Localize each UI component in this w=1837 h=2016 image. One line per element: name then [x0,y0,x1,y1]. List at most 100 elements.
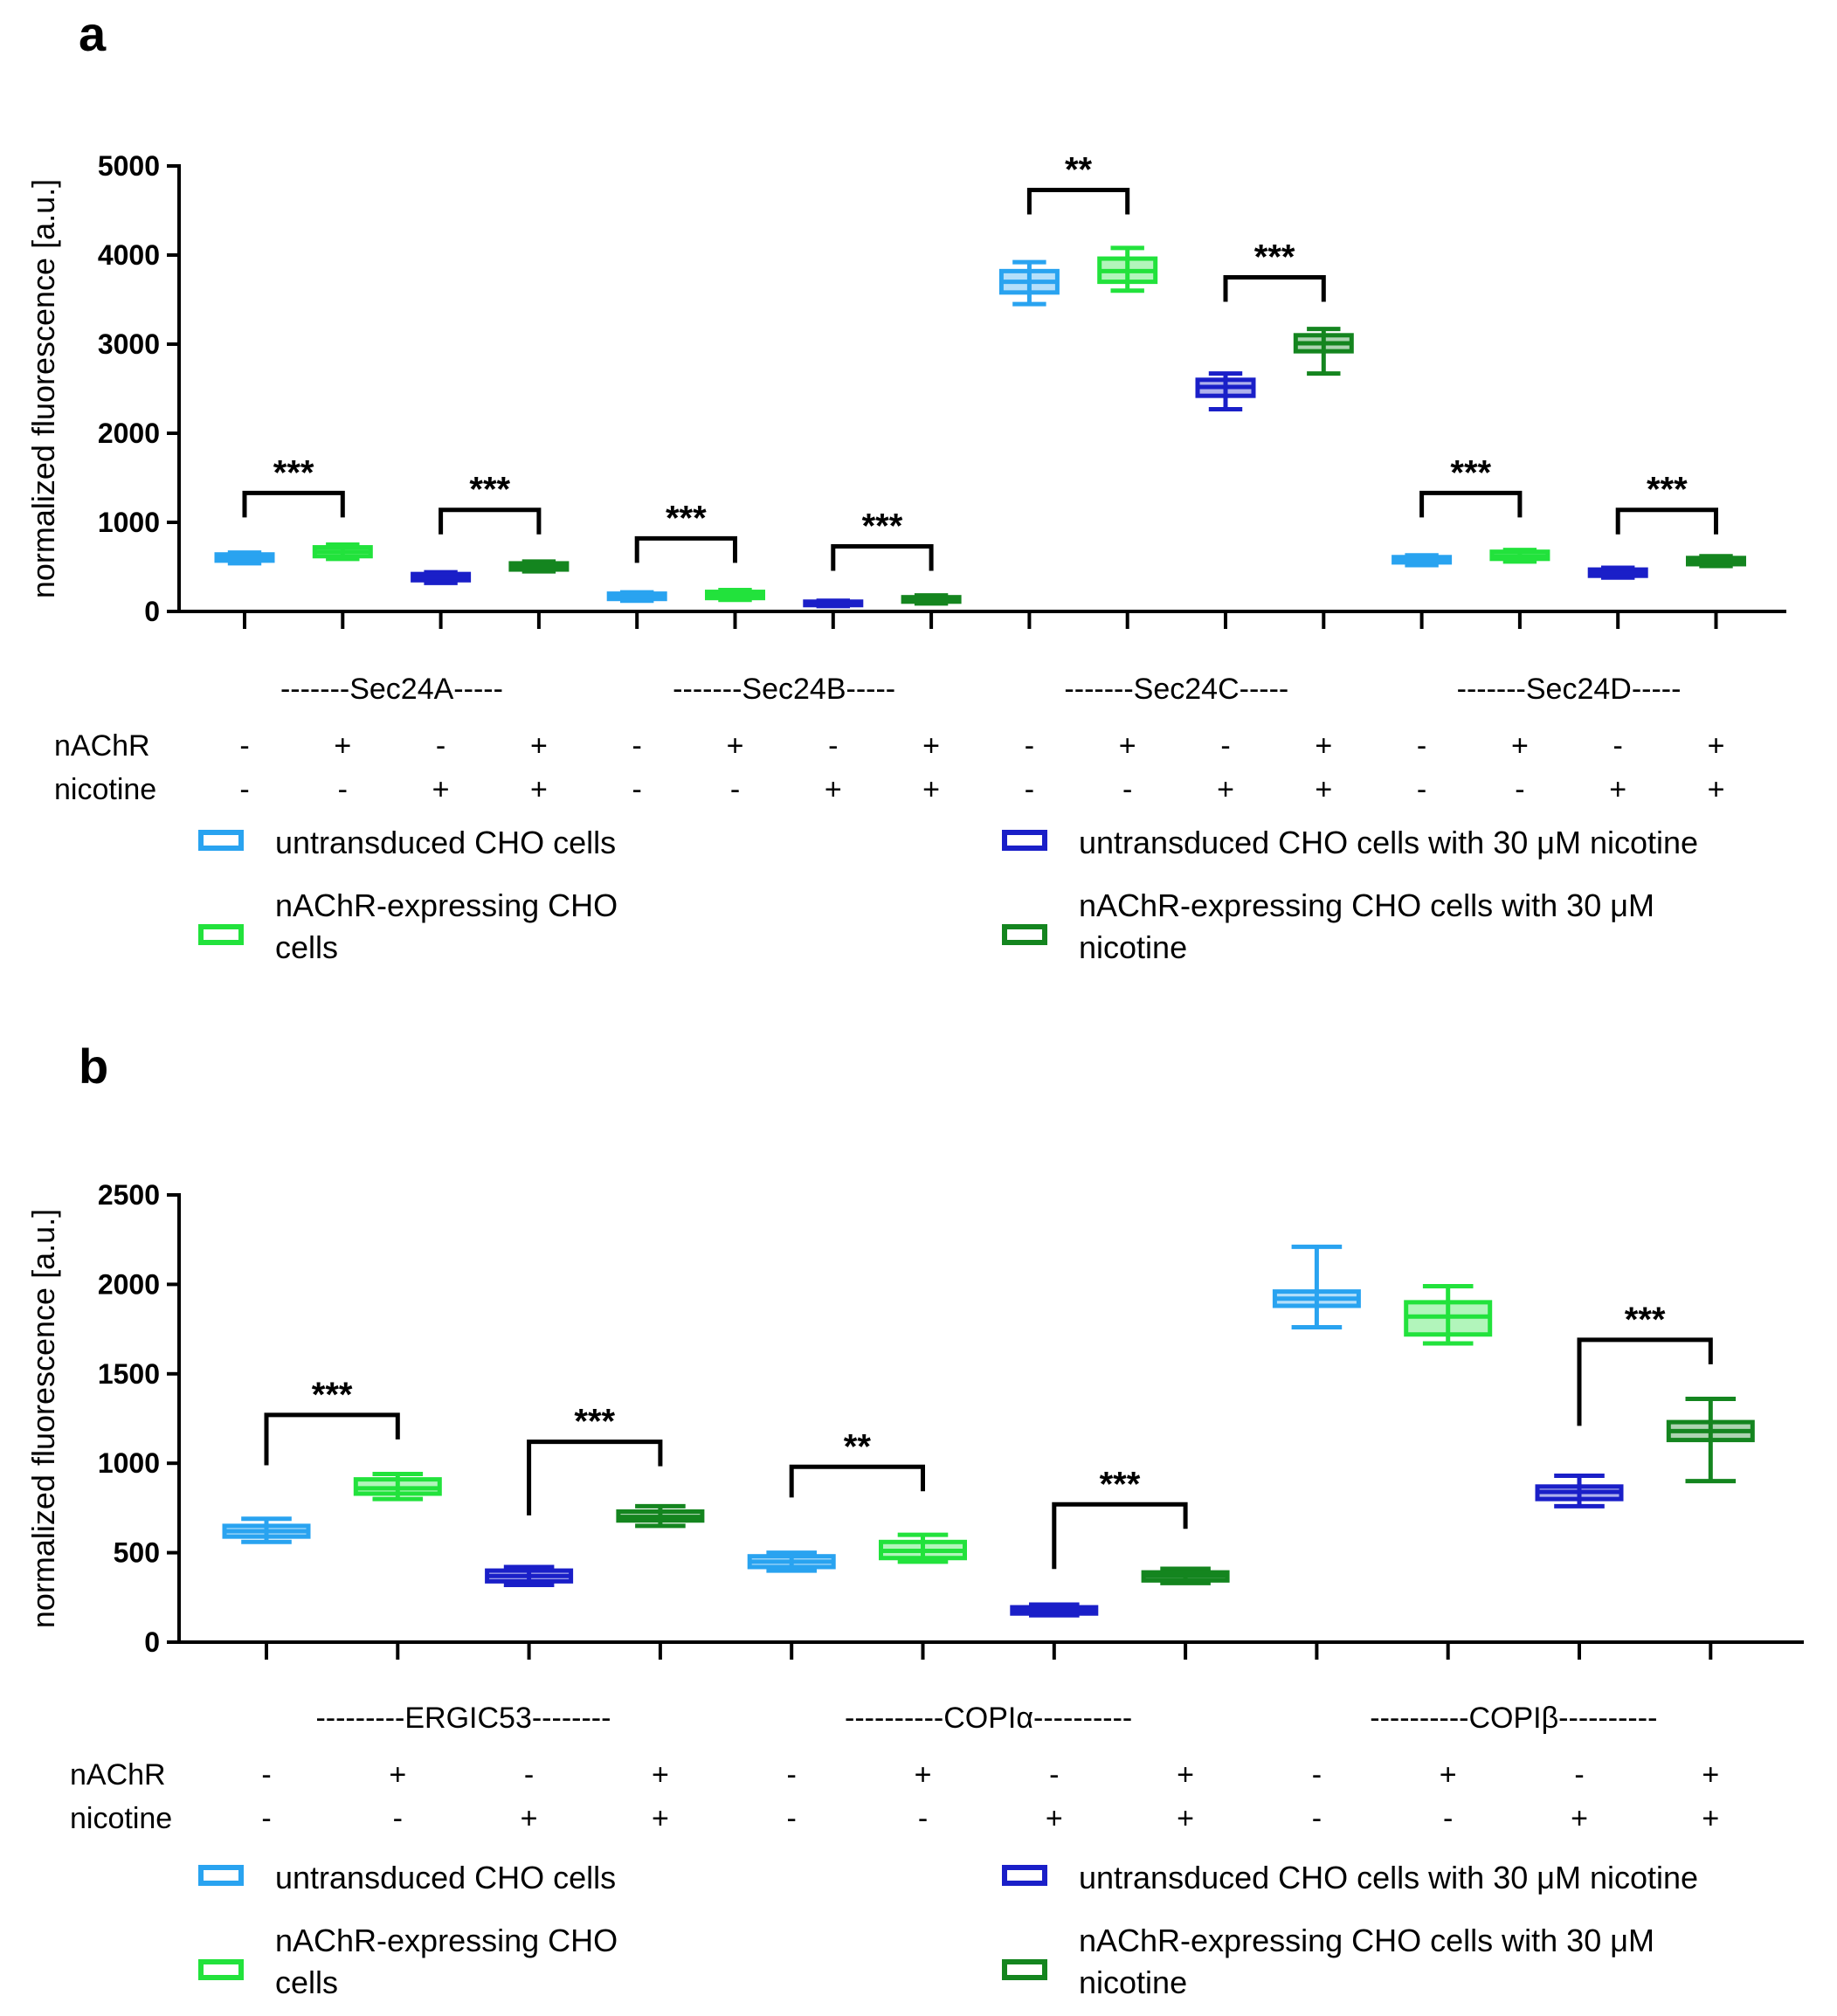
significance-bracket: *** [1223,238,1326,302]
bracket-line [634,535,737,563]
y-axis-label: normalized fluorescence [a.u.] [25,179,61,598]
legend-label: untransduced CHO cells with 30 μM nicoti… [1079,825,1698,860]
box-untransduced_nicotine [1010,1602,1099,1618]
legend-item-untransduced: untransduced CHO cells [198,1860,616,1895]
significance-label: ** [1065,151,1093,190]
condition-symbol: + [334,729,351,763]
condition-symbol: - [918,1802,928,1835]
significance-label: ** [844,1427,872,1466]
legend-swatch [1002,1959,1047,1980]
y-tick-label: 3000 [98,328,160,360]
y-tick-label: 1500 [98,1358,160,1390]
panel-label: a [79,6,107,61]
condition-symbol: + [530,773,548,806]
condition-symbol: - [1312,1802,1322,1835]
significance-bracket: *** [634,499,737,563]
box-expressing_nicotine [616,1503,705,1529]
condition-symbol: + [652,1758,669,1792]
legend-item-untransduced: untransduced CHO cells [198,825,616,860]
condition-symbol: + [1315,773,1332,806]
condition-symbol: - [730,773,740,806]
box-expressing_nicotine [1293,327,1354,376]
legend-swatch [1002,830,1047,851]
legend-swatch [198,1959,244,1980]
condition-symbol: + [652,1802,669,1835]
box-untransduced_nicotine [411,570,472,585]
legend-swatch [198,1865,244,1886]
condition-symbol: + [530,729,548,763]
significance-label: *** [574,1403,615,1441]
y-tick-label: 2000 [98,418,160,449]
condition-symbol: - [632,729,642,763]
condition-symbol: - [632,773,642,806]
condition-symbol: + [1315,729,1332,763]
legend-label: nAChR-expressing CHO cells with 30 μM [1079,887,1654,923]
condition-symbol: - [436,729,445,763]
legend-label: nAChR-expressing CHO cells with 30 μM [1079,1923,1654,1958]
legend-swatch [198,924,244,945]
condition-symbol: + [432,773,450,806]
significance-label: *** [1254,238,1295,277]
condition-symbol: + [922,773,940,806]
legend-label: untransduced CHO cells with 30 μM nicoti… [1079,1860,1698,1895]
group-label: -------Sec24A----- [280,673,503,706]
condition-row-label: nicotine [54,773,156,806]
bracket-line [831,544,934,571]
bracket-line [242,490,345,518]
significance-label: *** [1450,453,1491,492]
condition-symbol: - [1122,773,1132,806]
bracket-line [1615,507,1718,535]
condition-symbol: - [1443,1802,1453,1835]
condition-symbol: + [1046,1802,1063,1835]
condition-symbol: + [1440,1758,1457,1792]
y-tick-label: 1000 [98,507,160,538]
box-expressing_nicotine [508,559,570,574]
condition-symbol: - [828,729,838,763]
significance-bracket: ** [1026,151,1130,215]
legend-swatch [198,830,244,851]
significance-label: *** [1100,1465,1141,1503]
panel-b: b normalized fluorescence [a.u.] 0 500 1000 1… [25,1039,1804,2000]
significance-bracket: *** [1419,453,1523,518]
bracket-line [1026,188,1130,215]
significance-bracket: *** [1577,1301,1713,1426]
significance-label: *** [1647,471,1688,509]
y-tick-label: 1000 [98,1447,160,1479]
condition-symbol: - [1049,1758,1059,1792]
condition-symbol: + [825,773,842,806]
condition-symbol: - [338,773,348,806]
condition-symbol: - [524,1758,534,1792]
condition-symbol: - [239,729,249,763]
condition-symbol: + [727,729,744,763]
condition-row-label: nicotine [70,1802,172,1835]
condition-row-label: nAChR [54,729,150,763]
condition-symbol: - [1025,773,1034,806]
condition-symbol: + [915,1758,932,1792]
significance-bracket: *** [1052,1465,1188,1570]
significance-label: *** [862,507,903,546]
significance-bracket: *** [831,507,934,571]
legend-item-expressing_nicotine: nAChR-expressing CHO cells with 30 μM nic… [1002,887,1654,965]
legend-item-untransduced_nicotine: untransduced CHO cells with 30 μM nicoti… [1002,825,1698,860]
condition-row-label: nAChR [70,1758,166,1792]
condition-symbol: - [1417,773,1426,806]
significance-bracket: *** [1615,471,1718,535]
y-tick-label: 4000 [98,239,160,271]
legend-item-expressing_nicotine: nAChR-expressing CHO cells with 30 μM nic… [1002,1923,1654,2000]
significance-label: *** [312,1376,353,1414]
panel-label: b [79,1039,108,1094]
bracket-line [789,1464,925,1498]
condition-symbol: + [1571,1802,1588,1835]
group-label: -------Sec24D----- [1457,673,1682,706]
box-untransduced [606,590,667,604]
panel-a: a normalized fluorescence [a.u.] 0 1000 2000… [25,6,1786,965]
condition-symbol: + [521,1802,538,1835]
condition-symbol: - [393,1802,403,1835]
legend-swatch [1002,1865,1047,1886]
legend-label: cells [275,1964,338,2000]
condition-symbol: + [1511,729,1529,763]
box-expressing [1404,1283,1493,1346]
condition-symbol: + [1119,729,1136,763]
box-expressing [312,542,373,562]
